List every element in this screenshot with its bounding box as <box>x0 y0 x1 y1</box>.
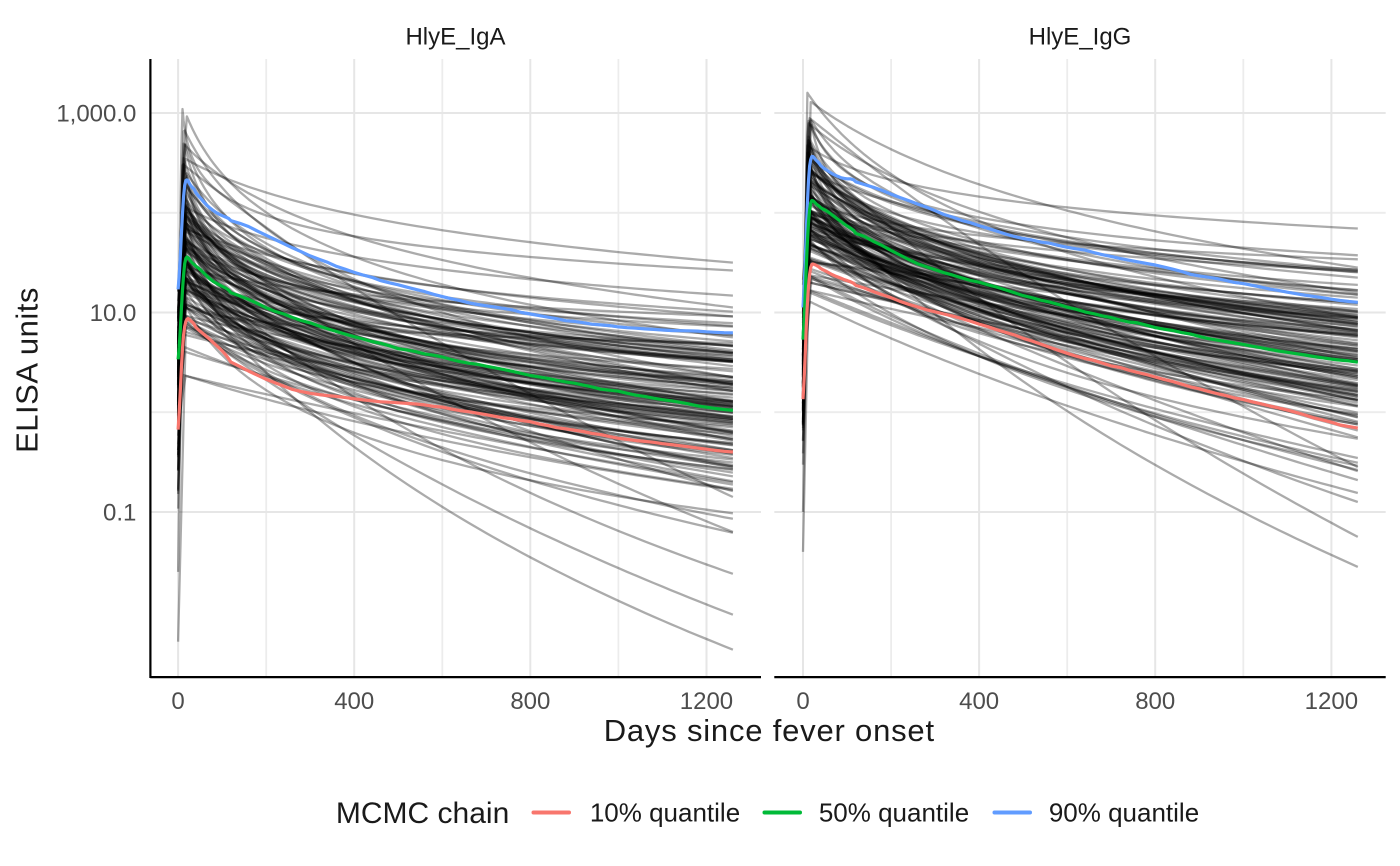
svg-text:10% quantile: 10% quantile <box>590 798 740 828</box>
svg-text:MCMC chain: MCMC chain <box>336 797 509 830</box>
svg-text:0.1: 0.1 <box>103 500 136 527</box>
svg-text:0: 0 <box>796 688 809 715</box>
svg-text:400: 400 <box>334 688 374 715</box>
svg-text:1,000.0: 1,000.0 <box>56 101 136 128</box>
svg-text:800: 800 <box>1135 688 1175 715</box>
svg-text:Days since fever onset: Days since fever onset <box>604 713 935 748</box>
svg-text:HlyE_IgA: HlyE_IgA <box>405 24 505 51</box>
svg-text:10.0: 10.0 <box>90 300 137 327</box>
svg-text:400: 400 <box>959 688 999 715</box>
svg-text:50% quantile: 50% quantile <box>819 798 969 828</box>
svg-text:HlyE_IgG: HlyE_IgG <box>1029 24 1132 51</box>
svg-text:800: 800 <box>510 688 550 715</box>
svg-text:1200: 1200 <box>680 688 733 715</box>
svg-text:90% quantile: 90% quantile <box>1049 798 1199 828</box>
svg-text:1200: 1200 <box>1305 688 1358 715</box>
svg-text:ELISA units: ELISA units <box>10 287 45 453</box>
svg-text:0: 0 <box>171 688 184 715</box>
